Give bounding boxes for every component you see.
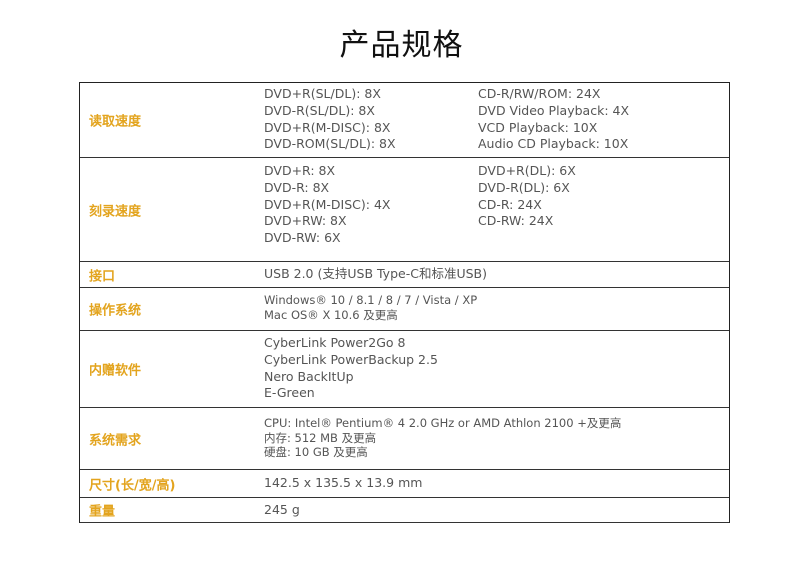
- spec-row: 接口 USB 2.0 (支持USB Type-C和标准USB): [80, 262, 729, 288]
- spec-label: 重量: [89, 504, 116, 520]
- spec-row: 重量 245 g: [80, 498, 729, 523]
- spec-line: Windows® 10 / 8.1 / 8 / 7 / Vista / XP: [264, 293, 478, 307]
- spec-row: 尺寸(长/宽/高) 142.5 x 135.5 x 13.9 mm: [80, 470, 729, 498]
- spec-value-2: DVD+R(DL): 6X DVD-R(DL): 6X CD-R: 24X CD-RW…: [478, 163, 576, 230]
- spec-row: 刻录速度 DVD+R: 8X DVD-R: 8X DVD+R(M-DISC): 4X D…: [80, 158, 729, 262]
- spec-line: Audio CD Playback: 10X: [478, 136, 629, 152]
- spec-line: DVD+RW: 8X: [264, 213, 347, 229]
- spec-label: 内赠软件: [89, 363, 142, 379]
- spec-line: CD-R: 24X: [478, 196, 542, 212]
- spec-line: DVD+R(DL): 6X: [478, 163, 576, 178]
- spec-value-1: DVD+R: 8X DVD-R: 8X DVD+R(M-DISC): 4X DVD+R…: [264, 163, 390, 247]
- spec-row: 操作系统 Windows® 10 / 8.1 / 8 / 7 / Vista / …: [80, 288, 729, 331]
- spec-line: CyberLink PowerBackup 2.5: [264, 351, 438, 367]
- spec-line: DVD+R(M-DISC): 4X: [264, 196, 391, 212]
- spec-line: Mac OS® X 10.6 及更高: [264, 307, 398, 322]
- spec-line: VCD Playback: 10X: [478, 119, 598, 135]
- spec-label: 操作系统: [89, 303, 142, 319]
- spec-row: 读取速度 DVD+R(SL/DL): 8X DVD-R(SL/DL): 8X DVD+…: [80, 83, 729, 158]
- spec-line: DVD+R(SL/DL): 8X: [264, 86, 381, 101]
- spec-line: DVD-R(DL): 6X: [478, 179, 570, 195]
- page-title: 产品规格: [339, 28, 464, 63]
- spec-line: Nero BackItUp: [264, 368, 354, 384]
- spec-value-2: CD-R/RW/ROM: 24X DVD Video Playback: 4X VC…: [478, 86, 629, 153]
- spec-line: CD-R/RW/ROM: 24X: [478, 86, 601, 101]
- spec-line: USB 2.0 (支持USB Type-C和标准USB): [264, 266, 487, 281]
- spec-value-1: CPU: Intel® Pentium® 4 2.0 GHz or AMD At…: [264, 416, 621, 460]
- spec-line: 硬盘: 10 GB 及更高: [264, 445, 368, 459]
- spec-value-1: 245 g: [264, 502, 300, 519]
- spec-label: 接口: [89, 269, 116, 284]
- spec-label: 刻录速度: [89, 204, 142, 219]
- spec-label: 系统需求: [89, 433, 142, 448]
- spec-value-1: USB 2.0 (支持USB Type-C和标准USB): [264, 266, 487, 283]
- spec-line: CD-RW: 24X: [478, 213, 554, 229]
- spec-line: DVD-R: 8X: [264, 179, 330, 195]
- spec-line: DVD-R(SL/DL): 8X: [264, 102, 375, 118]
- spec-line: DVD-ROM(SL/DL): 8X: [264, 136, 396, 152]
- spec-value-1: CyberLink Power2Go 8 CyberLink PowerBacku…: [264, 335, 438, 402]
- spec-line: DVD+R(M-DISC): 8X: [264, 119, 391, 135]
- spec-line: E-Green: [264, 385, 315, 401]
- spec-row: 系统需求 CPU: Intel® Pentium® 4 2.0 GHz or AM…: [80, 408, 729, 470]
- spec-line: DVD-RW: 6X: [264, 230, 341, 246]
- spec-label: 尺寸(长/宽/高): [89, 478, 176, 493]
- spec-value-1: DVD+R(SL/DL): 8X DVD-R(SL/DL): 8X DVD+R(M-…: [264, 86, 396, 153]
- spec-line: 245 g: [264, 502, 300, 517]
- spec-label: 读取速度: [89, 114, 142, 130]
- spec-line: DVD+R: 8X: [264, 163, 336, 178]
- spec-line: 142.5 x 135.5 x 13.9 mm: [264, 475, 423, 490]
- spec-table: 读取速度 DVD+R(SL/DL): 8X DVD-R(SL/DL): 8X DVD+…: [79, 82, 730, 523]
- spec-line: CPU: Intel® Pentium® 4 2.0 GHz or AMD At…: [264, 416, 622, 430]
- spec-row: 内赠软件 CyberLink Power2Go 8 CyberLink PowerB…: [80, 331, 729, 408]
- spec-line: 内存: 512 MB 及更高: [264, 430, 377, 445]
- spec-value-1: 142.5 x 135.5 x 13.9 mm: [264, 475, 422, 492]
- spec-value-1: Windows® 10 / 8.1 / 8 / 7 / Vista / XP Ma…: [264, 293, 477, 322]
- spec-line: DVD Video Playback: 4X: [478, 102, 630, 118]
- spec-line: CyberLink Power2Go 8: [264, 335, 406, 350]
